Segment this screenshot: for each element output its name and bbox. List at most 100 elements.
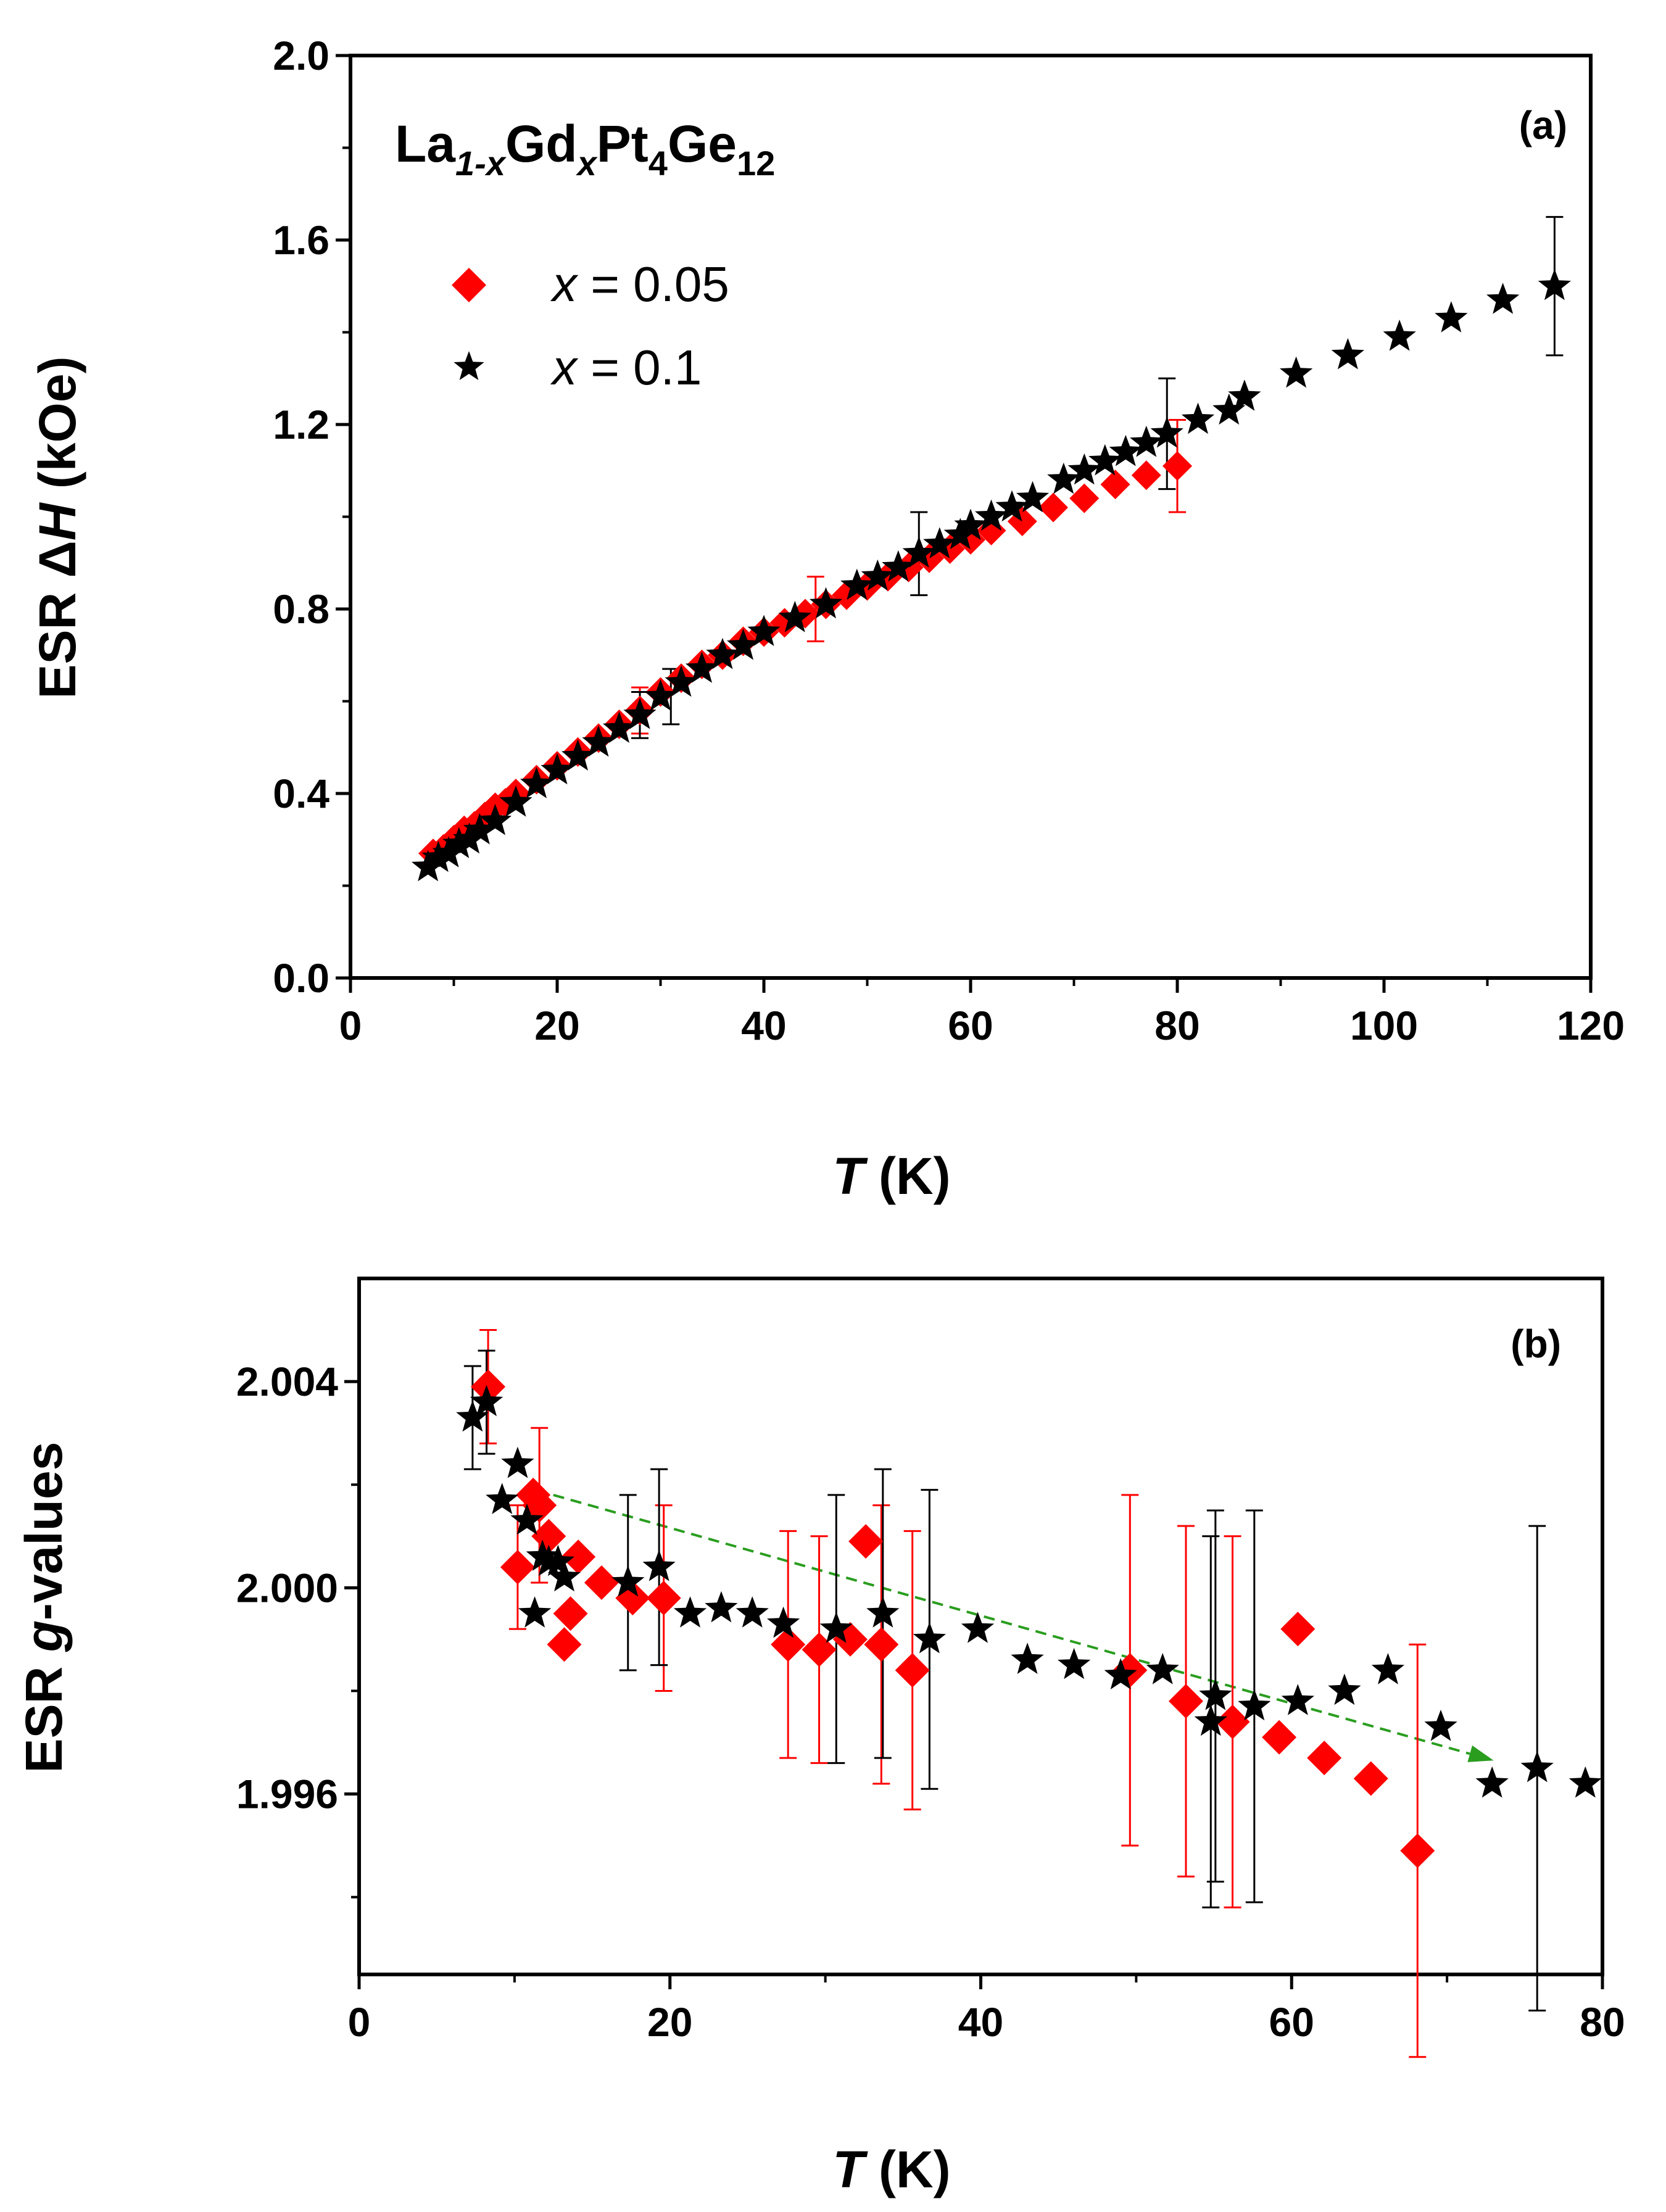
star-point	[882, 550, 915, 582]
star-point	[602, 711, 636, 743]
star-point	[547, 1560, 581, 1592]
star-point	[642, 1549, 676, 1581]
star-point	[809, 587, 843, 619]
star-point	[767, 1606, 800, 1638]
star-point	[913, 1622, 946, 1654]
star-point	[673, 1596, 707, 1628]
star-point	[518, 1596, 552, 1628]
star-point	[1424, 1709, 1457, 1741]
star-point	[463, 813, 496, 845]
diamond-point	[1307, 1741, 1342, 1776]
x-tick-label: 40	[741, 1003, 786, 1048]
star-point	[486, 1483, 519, 1514]
trend-arrowhead	[1467, 1745, 1494, 1762]
panel-b-ticks: 0 20 40 60 80 1.996 2.000 2.004	[236, 1359, 1625, 2045]
star-point	[510, 1503, 544, 1535]
diamond-point	[1069, 483, 1100, 513]
diamond-point	[1168, 1684, 1203, 1719]
diamond-point	[1038, 492, 1068, 523]
star-point	[1538, 268, 1571, 300]
diamond-point	[771, 1627, 806, 1662]
star-point	[1228, 379, 1261, 411]
star-point	[1130, 425, 1163, 457]
star-point	[1146, 1653, 1179, 1684]
star-point	[1520, 1750, 1554, 1783]
star-point	[1194, 1704, 1227, 1736]
panel-b-chart: 0 20 40 60 80 1.996 2.000 2.004 (b) T (K) ESR g…	[15, 1277, 1625, 2198]
star-point	[961, 1612, 995, 1643]
star-point	[1383, 320, 1416, 351]
y-tick-label: 2.004	[236, 1359, 338, 1404]
star-point	[561, 739, 595, 771]
star-point	[840, 568, 874, 600]
legend: x = 0.05 x = 0.1	[452, 257, 729, 395]
star-point	[1104, 1658, 1137, 1689]
star-point	[644, 679, 678, 711]
diamond-point	[500, 1549, 535, 1584]
diamond-point	[561, 1539, 596, 1575]
panel-a-error-bars	[631, 216, 1564, 739]
star-point	[432, 836, 465, 868]
panel-a-x-axis-title: T (K)	[832, 1147, 950, 1205]
diamond-point	[615, 1581, 650, 1616]
star-point	[478, 803, 512, 835]
legend-star-marker	[454, 351, 484, 380]
legend-marker-diamond	[452, 268, 486, 302]
star-point	[611, 1565, 645, 1597]
star-point	[747, 615, 781, 646]
legend-diamond-marker	[452, 268, 486, 302]
diamond-point	[1353, 1761, 1388, 1796]
panel-b-error-bars	[463, 1329, 1546, 2058]
star-point	[1281, 1684, 1314, 1715]
star-point	[726, 628, 760, 660]
y-tick-label: 2.000	[236, 1565, 338, 1610]
diamond-point	[848, 1524, 884, 1559]
star-point	[1058, 1647, 1091, 1680]
diamond-point	[1400, 1833, 1435, 1868]
star-point	[1475, 1766, 1509, 1798]
legend-label-x01: x = 0.1	[550, 340, 702, 395]
star-point	[541, 1544, 574, 1576]
legend-label-x005: x = 0.05	[550, 257, 729, 312]
diamond-point	[553, 1596, 588, 1631]
y-tick-label: 0.4	[273, 771, 329, 816]
star-point	[736, 1596, 769, 1628]
star-point	[412, 850, 445, 882]
star-point	[685, 652, 719, 683]
star-point	[974, 499, 1008, 531]
x-tick-label: 20	[534, 1003, 579, 1048]
y-tick-label: 0.8	[273, 586, 329, 632]
panel-b-label: (b)	[1511, 1322, 1561, 1366]
star-point	[819, 1612, 853, 1643]
diamond-point	[646, 1581, 681, 1616]
star-point	[1011, 1642, 1044, 1674]
star-point	[995, 490, 1029, 522]
diamond-point	[531, 1518, 566, 1554]
panel-a-data-points	[412, 268, 1571, 882]
x-tick-label: 60	[948, 1003, 993, 1048]
diamond-point	[895, 1653, 930, 1688]
diamond-point	[547, 1627, 582, 1662]
star-point	[1280, 356, 1313, 388]
star-point	[456, 1400, 489, 1432]
trend-arrow-line	[553, 1494, 1470, 1755]
panel-b-data-points	[456, 1369, 1602, 1868]
x-tick-label: 120	[1557, 1003, 1625, 1048]
star-point	[923, 527, 956, 558]
legend-marker-star	[454, 351, 484, 380]
x-tick-label: 20	[647, 1999, 692, 2045]
star-point	[1150, 416, 1183, 448]
star-point	[421, 840, 455, 872]
star-point	[861, 559, 894, 591]
star-point	[582, 725, 615, 757]
star-point	[1486, 283, 1520, 314]
panel-a-ticks: 0 20 40 60 80 100 120 0.0 0.4 0.8 1.2 1.6 2.0	[273, 33, 1625, 1048]
diamond-point	[1262, 1720, 1297, 1755]
panel-a-chart: 0 20 40 60 80 100 120 0.0 0.4 0.8 1.2 1.6 2.0 (a) La…	[28, 33, 1625, 1205]
star-point	[501, 1446, 534, 1478]
star-point	[1088, 444, 1122, 476]
star-point	[1371, 1653, 1404, 1684]
diamond-point	[1162, 451, 1192, 481]
y-tick-label: 2.0	[273, 33, 329, 78]
